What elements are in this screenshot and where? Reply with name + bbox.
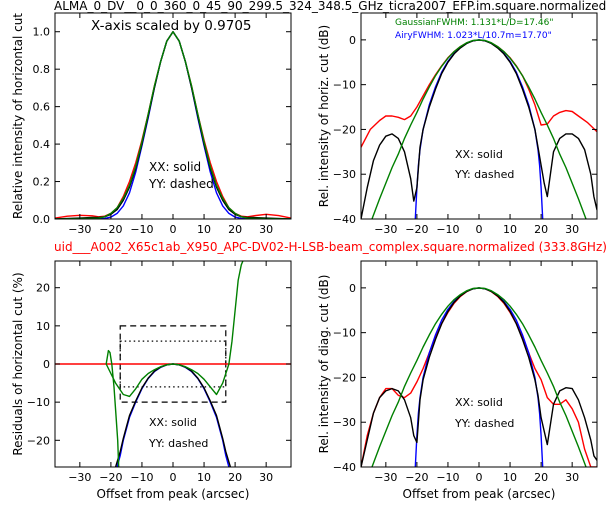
y-tick-label: −10 (333, 327, 356, 340)
x-axis-label: Offset from peak (arcsec) (97, 487, 250, 501)
x-tick-label: −10 (130, 223, 153, 236)
y-tick-label: 0.6 (33, 101, 51, 114)
series-line-1 (414, 287, 544, 467)
x-tick-label: 30 (565, 471, 579, 484)
x-tick-label: 0 (170, 471, 177, 484)
legend-yy: YY: dashed (454, 168, 514, 181)
x-tick-label: 10 (503, 223, 517, 236)
legend-yy: YY: dashed (454, 417, 514, 430)
series-line-0 (361, 39, 597, 148)
x-tick-label: −30 (68, 223, 91, 236)
legend-yy: YY: dashed (148, 437, 208, 450)
y-tick-label: 1.0 (33, 26, 51, 39)
series-line-3 (371, 39, 587, 219)
y-tick-label: −10 (333, 79, 356, 92)
x-tick-label: −30 (374, 223, 397, 236)
series-line-3 (105, 261, 244, 467)
x-tick-label: −30 (374, 471, 397, 484)
y-tick-label: 0.8 (33, 63, 51, 76)
y-tick-label: −40 (333, 461, 356, 474)
series-line-0 (361, 287, 597, 467)
x-tick-label: −10 (130, 471, 153, 484)
x-axis-label: Offset from peak (arcsec) (403, 487, 556, 501)
y-tick-label: 0.4 (33, 138, 51, 151)
x-tick-label: 30 (259, 471, 273, 484)
y-tick-label: −10 (27, 396, 50, 409)
x-tick-label: 10 (197, 223, 211, 236)
series-line-2 (361, 39, 597, 219)
x-tick-label: 0 (170, 223, 177, 236)
y-tick-label: 10 (36, 320, 50, 333)
gaussian-fwhm-note: GaussianFWHM: 1.131*L/D=17.46" (395, 18, 553, 28)
x-tick-label: 30 (565, 223, 579, 236)
legend-xx: XX: solid (149, 416, 197, 429)
y-tick-label: −30 (333, 168, 356, 181)
y-tick-label: 20 (36, 282, 50, 295)
legend-xx: XX: solid (149, 160, 201, 174)
x-tick-label: −10 (436, 223, 459, 236)
series-line-1 (414, 39, 544, 219)
x-tick-label: 20 (534, 471, 548, 484)
figure-title-mid: uid___A002_X65c1ab_X950_APC-DV02-H-LSB-b… (54, 240, 607, 254)
legend-xx: XX: solid (455, 396, 503, 409)
y-tick-label: −20 (333, 371, 356, 384)
x-tick-label: −30 (68, 471, 91, 484)
x-tick-label: 10 (197, 471, 211, 484)
panel-horizontal-cut-db: −30 −20 −10 0 10 20 30 −40 −30 −20 −10 0 Rel. intens… (317, 12, 598, 236)
figure-title-top: ALMA_0_DV__0_0_360_0_45_90_299.5_324_348… (54, 0, 606, 13)
axes-frame (360, 12, 598, 220)
x-tick-label: 20 (228, 471, 242, 484)
panel-diagonal-cut-db: −30 −20 −10 0 10 20 30 −40 −30 −20 −10 0 Rel. intens… (317, 260, 598, 501)
y-tick-label: 0 (349, 34, 356, 47)
y-axis-label: Residuals of horizontal cut (%) (11, 272, 25, 455)
y-tick-label: 0.0 (33, 213, 51, 226)
x-tick-label: −20 (99, 471, 122, 484)
scale-note: X-axis scaled by 0.9705 (91, 18, 252, 34)
y-tick-label: 0.2 (33, 176, 51, 189)
series-line-3 (55, 31, 291, 219)
y-axis-label: Relative intensity of horizontal cut (11, 13, 25, 219)
x-tick-label: 10 (503, 471, 517, 484)
series-line-3 (371, 287, 587, 467)
x-tick-label: 20 (228, 223, 242, 236)
y-tick-label: −20 (27, 434, 50, 447)
x-tick-label: −10 (436, 471, 459, 484)
y-tick-label: 0 (43, 358, 50, 371)
legend-yy: YY: dashed (148, 177, 214, 191)
panel-horizontal-cut-linear: −30 −20 −10 0 10 20 30 0.0 0.2 0.4 0.6 0.8 1.0 Relati… (11, 12, 292, 236)
y-axis-label: Rel. intensity of diag. cut (dB) (317, 275, 331, 454)
x-tick-label: −20 (405, 223, 428, 236)
series-line-2 (361, 287, 597, 467)
airy-fwhm-note: AiryFWHM: 1.023*L/10.7m=17.70" (395, 31, 552, 41)
axes-frame (360, 260, 598, 468)
y-tick-label: −40 (333, 213, 356, 226)
y-tick-label: 0 (349, 282, 356, 295)
y-tick-label: −20 (333, 123, 356, 136)
x-tick-label: 0 (476, 223, 483, 236)
legend-xx: XX: solid (455, 148, 503, 161)
y-tick-label: −30 (333, 416, 356, 429)
x-tick-label: 0 (476, 471, 483, 484)
x-tick-label: 30 (259, 223, 273, 236)
y-axis-label: Rel. intensity of horiz. cut (dB) (317, 25, 331, 207)
x-tick-label: −20 (405, 471, 428, 484)
x-tick-label: −20 (99, 223, 122, 236)
panel-residuals: −30 −20 −10 0 10 20 30 −20 −10 0 10 20 Residuals of … (11, 260, 292, 501)
x-tick-label: 20 (534, 223, 548, 236)
